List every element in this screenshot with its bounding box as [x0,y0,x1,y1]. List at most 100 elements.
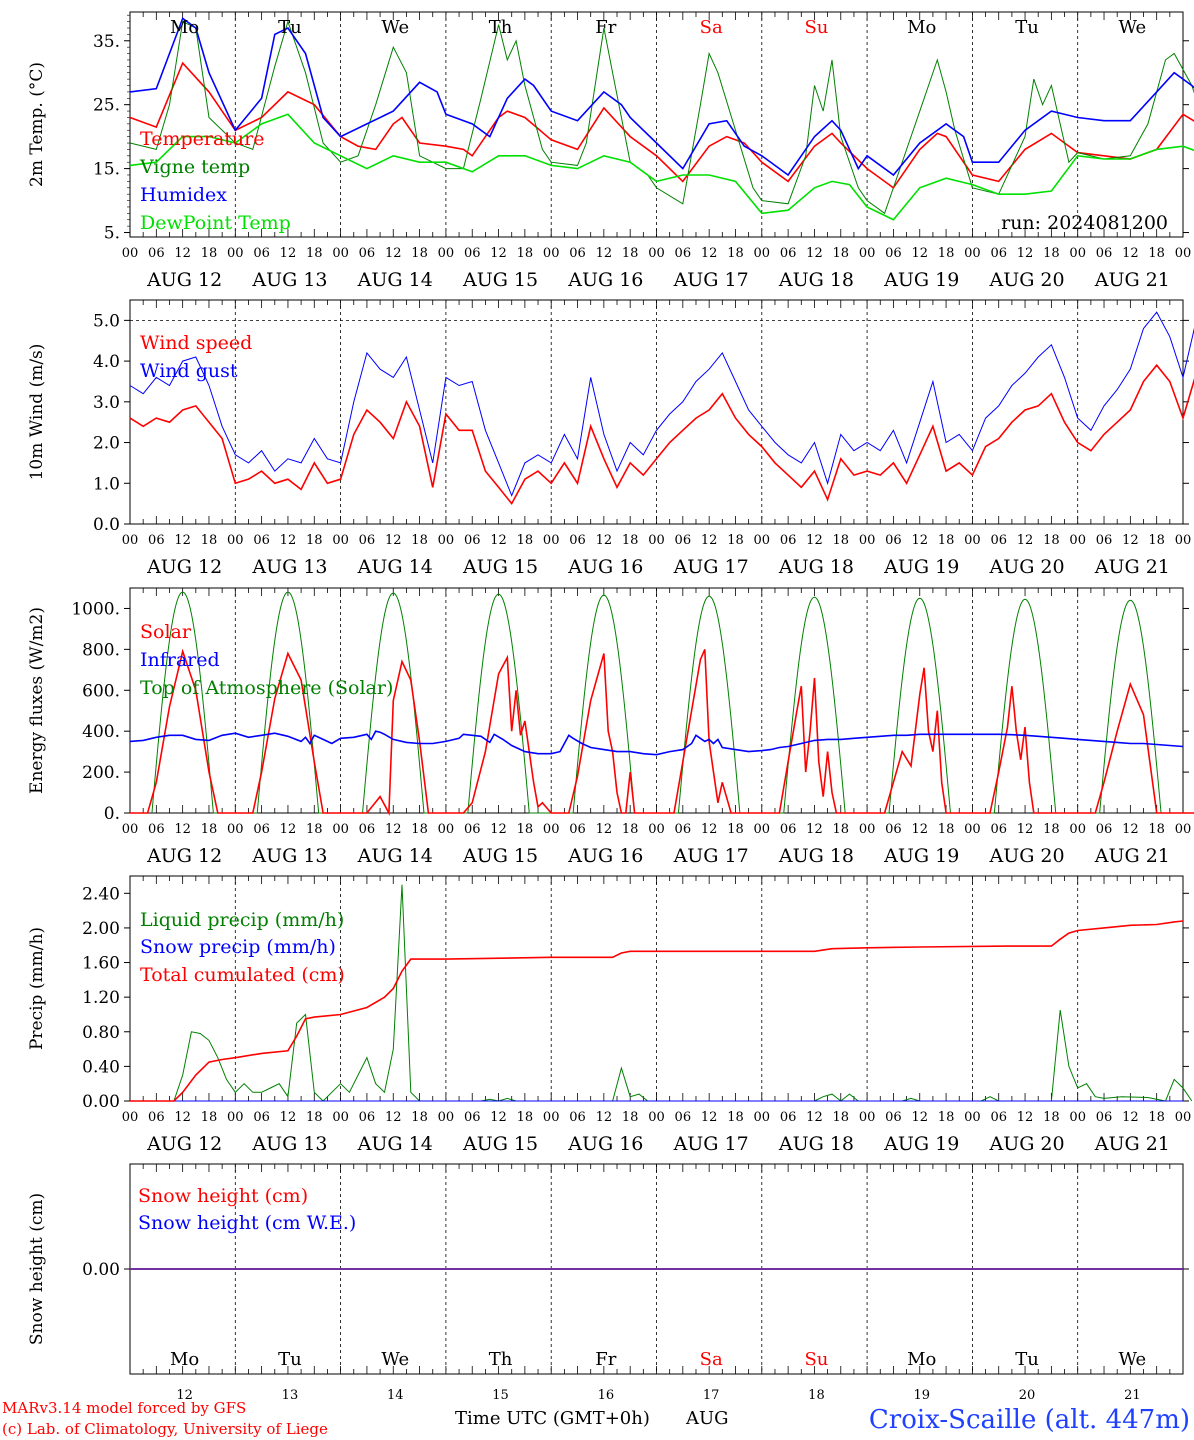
day-name: We [1119,17,1147,38]
legend-entry: Snow height (cm W.E.) [138,1212,356,1234]
day-name: Su [804,1349,828,1370]
date-label: AUG 15 [462,556,538,578]
day-name: Tu [1015,17,1039,38]
hour-tick-label: 12 [701,533,718,548]
day-name: Mo [907,17,936,38]
hour-tick-label: 18 [201,822,218,837]
date-label: AUG 14 [357,556,433,578]
date-label: AUG 15 [462,1133,538,1155]
hour-tick-label: 12 [280,246,297,261]
day-number: 14 [387,1388,404,1403]
hour-tick-label: 00 [122,246,139,261]
hour-tick-label: 18 [306,822,323,837]
date-label: AUG 19 [883,556,959,578]
hour-tick-label: 12 [1122,1110,1139,1125]
day-name: Mo [907,1349,936,1370]
hour-tick-label: 12 [806,533,823,548]
hour-tick-label: 18 [938,533,955,548]
hour-tick-label: 12 [911,822,928,837]
date-label: AUG 12 [146,845,222,867]
date-label: AUG 14 [357,1133,433,1155]
y-tick-label: 2.0 [93,434,120,454]
hour-tick-label: 00 [227,533,244,548]
hour-tick-label: 00 [122,533,139,548]
hour-tick-label: 00 [543,822,560,837]
day-name: Mo [170,17,199,38]
hour-tick-label: 12 [806,246,823,261]
hour-tick-label: 00 [648,246,665,261]
hour-tick-label: 12 [911,533,928,548]
hour-tick-label: 00 [964,822,981,837]
hour-tick-label: 00 [438,1110,455,1125]
hour-tick-label: 00 [964,533,981,548]
y-tick-label: 5. [104,224,120,244]
y-tick-label: 0.00 [82,1260,120,1280]
date-label: AUG 14 [357,269,433,291]
date-label: AUG 20 [988,556,1064,578]
hour-tick-label: 00 [648,533,665,548]
date-label: AUG 12 [146,269,222,291]
y-tick-label: 0.40 [82,1057,120,1077]
hour-tick-label: 00 [754,246,771,261]
hour-tick-label: 12 [806,1110,823,1125]
month-label: AUG [685,1408,729,1429]
day-number: 17 [703,1388,720,1403]
hour-tick-label: 18 [727,822,744,837]
date-label: AUG 19 [883,269,959,291]
date-label: AUG 16 [567,845,643,867]
hour-tick-label: 18 [306,246,323,261]
legend-entry: Infrared [140,649,220,671]
hour-tick-label: 00 [1175,533,1192,548]
day-number: 16 [598,1388,615,1403]
hour-tick-label: 12 [596,1110,613,1125]
series-dewpoint-temp [129,113,1194,221]
hour-tick-label: 06 [990,822,1007,837]
series-wind-gust [129,311,1194,497]
hour-tick-label: 12 [1017,1110,1034,1125]
panel-3: 0. 200. 400. 600. 800. 1000. Energy fluxes (W/… [27,587,1194,867]
hour-tick-label: 18 [938,246,955,261]
plot-frame [129,299,1184,525]
hour-tick-label: 12 [1017,822,1034,837]
day-number: 18 [808,1388,825,1403]
hour-tick-label: 18 [727,533,744,548]
date-label: AUG 12 [146,1133,222,1155]
hour-tick-label: 18 [517,533,534,548]
date-label: AUG 18 [778,269,854,291]
hour-tick-label: 00 [227,1110,244,1125]
y-tick-label: 0.0 [93,515,120,535]
y-tick-label: 600. [82,681,120,701]
hour-tick-label: 06 [1096,246,1113,261]
panel-5: 0.00 Snow height (cm) Snow height (cm) Snow… [27,1163,1189,1403]
hour-tick-label: 06 [990,1110,1007,1125]
y-tick-label: 4.0 [93,352,120,372]
y-axis-title: Snow height (cm) [27,1193,47,1345]
hour-tick-label: 06 [780,533,797,548]
hour-tick-label: 12 [490,822,507,837]
date-label: AUG 21 [1094,1133,1170,1155]
date-label: AUG 16 [567,1133,643,1155]
hour-tick-label: 18 [1043,822,1060,837]
day-name: We [381,17,409,38]
hour-tick-label: 06 [1096,533,1113,548]
panel-4: 0.00 0.40 0.80 1.20 1.60 2.00 2.40 Precip (mm/h… [27,875,1193,1155]
day-name: Fr [595,1349,616,1370]
date-label: AUG 13 [251,845,327,867]
hour-tick-label: 00 [754,822,771,837]
hour-tick-label: 18 [622,1110,639,1125]
series-humidex [129,17,1194,177]
hour-tick-label: 00 [332,246,349,261]
legend-entry: DewPoint Temp [140,212,291,234]
hour-tick-label: 06 [569,822,586,837]
hour-tick-label: 06 [990,246,1007,261]
hour-tick-label: 06 [464,246,481,261]
y-axis-title: Precip (mm/h) [27,927,47,1050]
hour-tick-label: 06 [359,1110,376,1125]
hour-tick-label: 12 [385,822,402,837]
hour-tick-label: 18 [1148,1110,1165,1125]
hour-tick-label: 00 [1069,246,1086,261]
hour-tick-label: 12 [806,822,823,837]
hour-tick-label: 06 [148,822,165,837]
hour-tick-label: 06 [569,246,586,261]
hour-tick-label: 06 [885,533,902,548]
